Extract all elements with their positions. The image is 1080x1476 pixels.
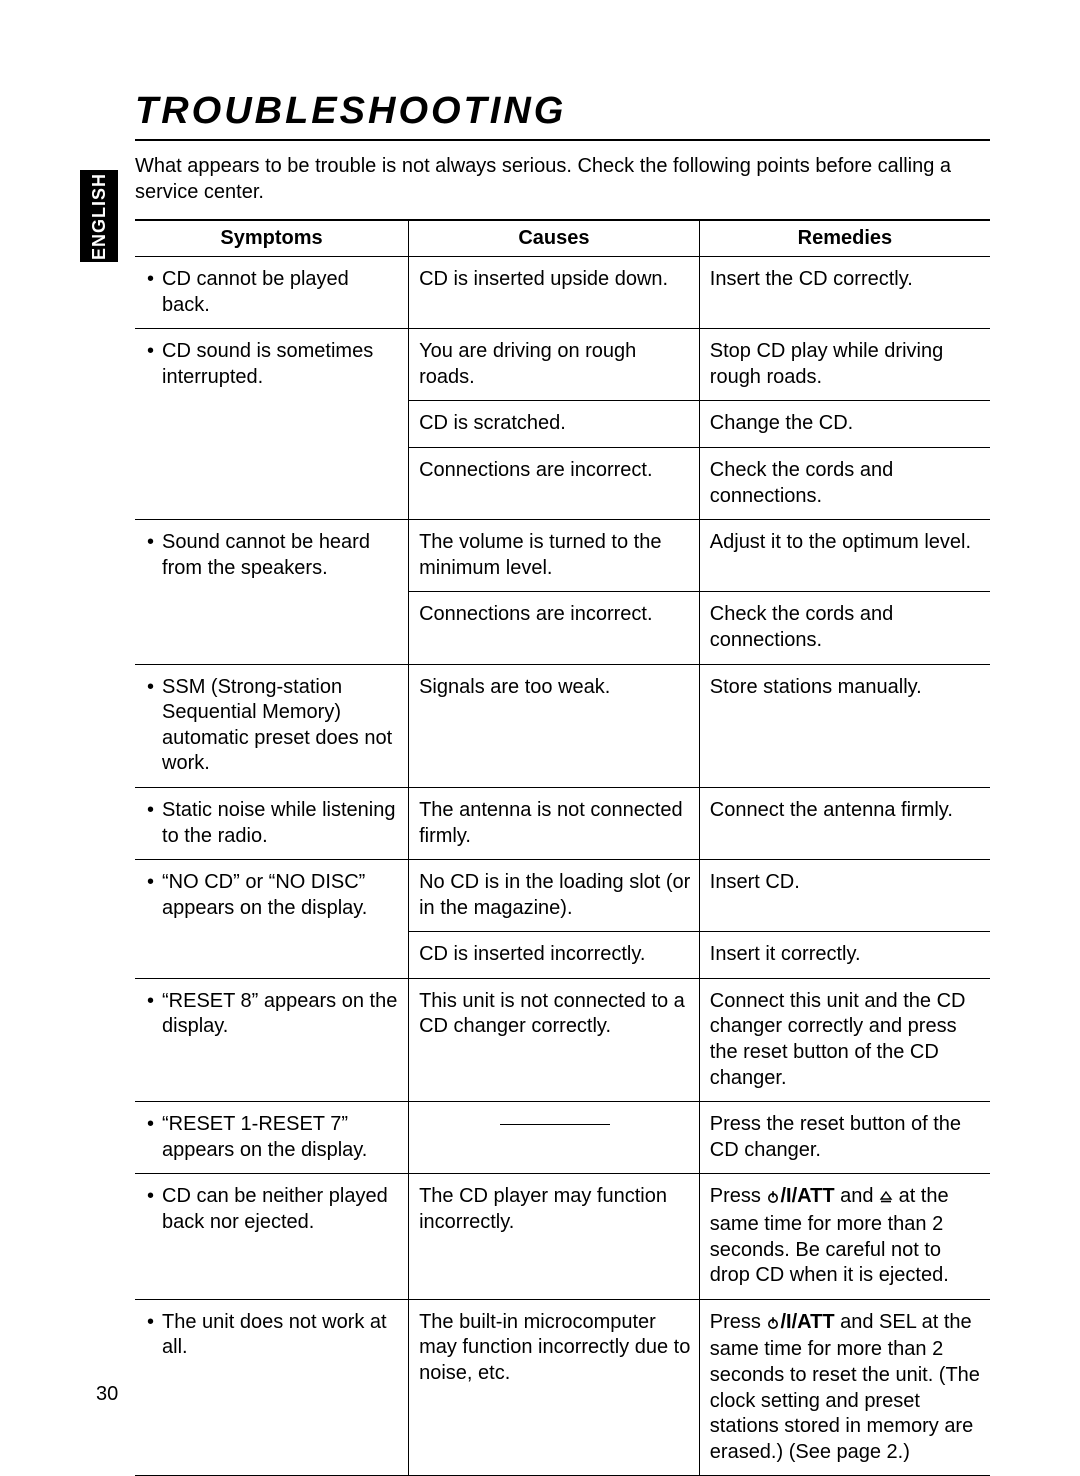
symptom-text: The unit does not work at all. [162,1310,400,1361]
header-symptoms: Symptoms [135,220,409,257]
symptom-cell: • The unit does not work at all. [135,1299,409,1476]
intro-text: What appears to be trouble is not always… [135,153,990,205]
symptom-text: CD cannot be played back. [162,267,400,318]
power-icon [766,1186,780,1212]
eject-icon [879,1186,893,1212]
cause-cell: Connections are incorrect. [409,592,700,664]
symptom-text: CD sound is sometimes interrupted. [162,339,400,390]
remedy-cell: Insert it correctly. [699,932,990,979]
bullet-icon: • [145,798,154,849]
symptom-text: Static noise while listening to the radi… [162,798,400,849]
symptom-text: SSM (Strong-station Sequential Memory) a… [162,675,400,777]
remedy-cell: Connect this unit and the CD changer cor… [699,978,990,1101]
symptom-cell: • CD sound is sometimes interrupted. [135,329,409,520]
language-label: ENGLISH [89,172,110,259]
bullet-icon: • [145,989,154,1040]
remedy-cell: Adjust it to the optimum level. [699,520,990,592]
cause-cell: CD is inserted incorrectly. [409,932,700,979]
bullet-icon: • [145,267,154,318]
symptom-cell: • SSM (Strong-station Sequential Memory)… [135,664,409,787]
symptom-cell: • Static noise while listening to the ra… [135,787,409,859]
symptom-text: “RESET 1-RESET 7” appears on the display… [162,1112,400,1163]
bullet-icon: • [145,675,154,777]
remedy-cell: Press the reset button of the CD changer… [699,1102,990,1174]
cause-cell: This unit is not connected to a CD chang… [409,978,700,1101]
cause-cell [409,1102,700,1174]
cause-cell: Connections are incorrect. [409,447,700,519]
header-causes: Causes [409,220,700,257]
symptom-cell: • CD can be neither played back nor ejec… [135,1174,409,1299]
cause-cell: CD is inserted upside down. [409,257,700,329]
table-row: • Static noise while listening to the ra… [135,787,990,859]
power-att-label: /I/ATT [780,1311,834,1333]
remedy-cell: Press /I/ATT and SEL at the same time fo… [699,1299,990,1476]
symptom-text: Sound cannot be heard from the speakers. [162,530,400,581]
table-row: • “RESET 8” appears on the display. This… [135,978,990,1101]
header-remedies: Remedies [699,220,990,257]
cause-cell: You are driving on rough roads. [409,329,700,401]
remedy-text-pre: Press [710,1311,767,1333]
symptom-cell: • “NO CD” or “NO DISC” appears on the di… [135,860,409,979]
table-row: • The unit does not work at all. The bui… [135,1299,990,1476]
table-row: • “NO CD” or “NO DISC” appears on the di… [135,860,990,932]
remedy-text-post: and SEL at the same time for more than 2… [710,1311,980,1463]
cause-cell: The antenna is not connected firmly. [409,787,700,859]
cause-cell: The built-in microcomputer may function … [409,1299,700,1476]
table-row: • CD can be neither played back nor ejec… [135,1174,990,1299]
remedy-cell: Check the cords and connections. [699,592,990,664]
table-header-row: Symptoms Causes Remedies [135,220,990,257]
remedy-cell: Check the cords and connections. [699,447,990,519]
table-row: • SSM (Strong-station Sequential Memory)… [135,664,990,787]
manual-page: ENGLISH TROUBLESHOOTING What appears to … [0,0,1080,1464]
cause-cell: Signals are too weak. [409,664,700,787]
language-tab: ENGLISH [80,170,118,262]
table-row: • CD sound is sometimes interrupted. You… [135,329,990,401]
bullet-icon: • [145,1310,154,1361]
table-row: • CD cannot be played back. CD is insert… [135,257,990,329]
dash-icon [500,1124,610,1125]
cause-cell: CD is scratched. [409,401,700,448]
symptom-text: “RESET 8” appears on the display. [162,989,400,1040]
remedy-cell: Press /I/ATT and at the same time for mo… [699,1174,990,1299]
remedy-cell: Insert the CD correctly. [699,257,990,329]
remedy-text-mid: and [835,1185,879,1207]
bullet-icon: • [145,530,154,581]
remedy-cell: Insert CD. [699,860,990,932]
title-rule [135,139,990,141]
troubleshooting-table: Symptoms Causes Remedies • CD cannot be … [135,219,990,1476]
symptom-cell: • “RESET 8” appears on the display. [135,978,409,1101]
table-row: • “RESET 1-RESET 7” appears on the displ… [135,1102,990,1174]
cause-cell: The volume is turned to the minimum leve… [409,520,700,592]
symptom-cell: • “RESET 1-RESET 7” appears on the displ… [135,1102,409,1174]
bullet-icon: • [145,870,154,921]
remedy-cell: Connect the antenna firmly. [699,787,990,859]
remedy-cell: Store stations manually. [699,664,990,787]
symptom-text: CD can be neither played back nor ejecte… [162,1184,400,1235]
power-att-label: /I/ATT [780,1185,834,1207]
cause-cell: No CD is in the loading slot (or in the … [409,860,700,932]
symptom-cell: • CD cannot be played back. [135,257,409,329]
remedy-cell: Change the CD. [699,401,990,448]
bullet-icon: • [145,1112,154,1163]
remedy-cell: Stop CD play while driving rough roads. [699,329,990,401]
page-title: TROUBLESHOOTING [135,90,990,133]
symptom-cell: • Sound cannot be heard from the speaker… [135,520,409,664]
cause-cell: The CD player may function incorrectly. [409,1174,700,1299]
table-row: • Sound cannot be heard from the speaker… [135,520,990,592]
power-icon [766,1312,780,1338]
page-number: 30 [96,1383,118,1406]
remedy-text-pre: Press [710,1185,767,1207]
symptom-text: “NO CD” or “NO DISC” appears on the disp… [162,870,400,921]
bullet-icon: • [145,1184,154,1235]
bullet-icon: • [145,339,154,390]
